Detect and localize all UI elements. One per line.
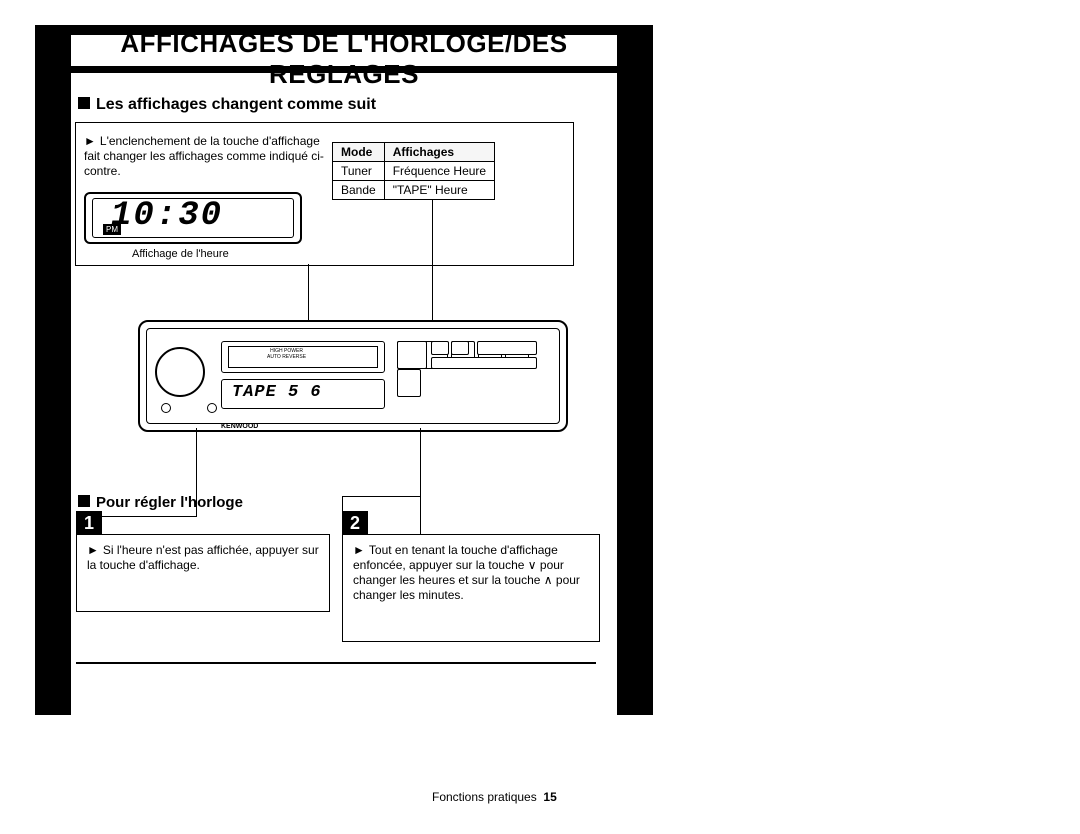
radio-lcd-text: TAPE 5 6 bbox=[232, 383, 322, 402]
square-bullet-icon bbox=[78, 97, 90, 109]
title-rule bbox=[71, 66, 617, 73]
hp-line2: AUTO REVERSE bbox=[267, 354, 306, 360]
mode-table-r1c1: Tuner bbox=[333, 162, 385, 181]
step1-text-wrap: ►Si l'heure n'est pas affichée, appuyer … bbox=[87, 543, 319, 573]
triangle-bullet-icon: ► bbox=[87, 543, 99, 558]
mode-table: Mode Affichages Tuner Fréquence Heure Ba… bbox=[332, 142, 495, 200]
step1-box: 1 ►Si l'heure n'est pas affichée, appuye… bbox=[76, 534, 330, 612]
high-power-label: HIGH POWERAUTO REVERSE bbox=[267, 348, 306, 360]
mode-table-r2c2: "TAPE" Heure bbox=[384, 181, 494, 200]
section1-heading-text: Les affichages changent comme suit bbox=[96, 96, 376, 113]
lcd-display: 10:30 PM bbox=[84, 192, 302, 244]
brand-label: KENWOOD bbox=[221, 423, 258, 430]
radio-face: HIGH POWERAUTO REVERSE TAPE 5 6 KENWOOD bbox=[146, 328, 560, 424]
triangle-bullet-icon: ► bbox=[84, 134, 96, 149]
step2-number: 2 bbox=[342, 511, 368, 535]
mode-table-r2c1: Bande bbox=[333, 181, 385, 200]
callout-line-2 bbox=[432, 199, 433, 320]
radio-btn-am-icon bbox=[451, 341, 469, 355]
lcd-time: 10:30 bbox=[111, 197, 223, 235]
small-knob2-icon bbox=[161, 403, 171, 413]
lcd-pm-indicator: PM bbox=[103, 224, 121, 235]
step2-text: Tout en tenant la touche d'affichage enf… bbox=[353, 543, 580, 602]
radio-btn-fm-icon bbox=[431, 341, 449, 355]
radio-buttons-group bbox=[397, 341, 557, 419]
page-footer: Fonctions pratiques 15 bbox=[432, 790, 557, 804]
callout-line-4v bbox=[420, 428, 421, 534]
volume-knob-icon bbox=[155, 347, 205, 397]
preset-btn-icon bbox=[397, 369, 421, 397]
step2-text-wrap: ►Tout en tenant la touche d'affichage en… bbox=[353, 543, 589, 603]
mode-table-head-mode: Mode bbox=[333, 143, 385, 162]
step1-text: Si l'heure n'est pas affichée, appuyer s… bbox=[87, 543, 319, 572]
left-black-bar bbox=[35, 25, 71, 715]
section-end-rule bbox=[76, 662, 596, 664]
radio-btn-bar-icon bbox=[431, 357, 537, 369]
callout-line-1 bbox=[308, 264, 309, 320]
lcd-caption: Affichage de l'heure bbox=[132, 248, 229, 260]
section1-bullet-text: L'enclenchement de la touche d'affichage… bbox=[84, 134, 324, 178]
page-title: AFFICHAGES DE L'HORLOGE/DES REGLAGES bbox=[70, 28, 618, 90]
mode-table-r1c2: Fréquence Heure bbox=[384, 162, 494, 181]
footer-page-number: 15 bbox=[543, 790, 556, 804]
callout-line-4h bbox=[342, 496, 421, 497]
step1-number: 1 bbox=[76, 511, 102, 535]
radio-btn-eject-icon bbox=[397, 341, 427, 369]
footer-label: Fonctions pratiques bbox=[432, 790, 537, 804]
radio-btn-seek-icon bbox=[477, 341, 537, 355]
square-bullet-icon bbox=[78, 495, 90, 507]
section2-heading-text: Pour régler l'horloge bbox=[96, 494, 243, 511]
mode-table-head-aff: Affichages bbox=[384, 143, 494, 162]
triangle-bullet-icon: ► bbox=[353, 543, 365, 558]
manual-page: AFFICHAGES DE L'HORLOGE/DES REGLAGES Les… bbox=[0, 0, 1080, 834]
section2-heading: Pour régler l'horloge bbox=[78, 494, 243, 511]
car-radio-illustration: HIGH POWERAUTO REVERSE TAPE 5 6 KENWOOD bbox=[138, 320, 568, 432]
section1-heading: Les affichages changent comme suit bbox=[78, 96, 376, 114]
small-knob-icon bbox=[207, 403, 217, 413]
lcd-inner: 10:30 PM bbox=[92, 198, 294, 238]
section1-bullet: ►L'enclenchement de la touche d'affichag… bbox=[84, 134, 334, 179]
right-black-bar bbox=[617, 25, 653, 715]
step2-box: 2 ►Tout en tenant la touche d'affichage … bbox=[342, 534, 600, 642]
radio-lcd: TAPE 5 6 bbox=[221, 379, 385, 409]
